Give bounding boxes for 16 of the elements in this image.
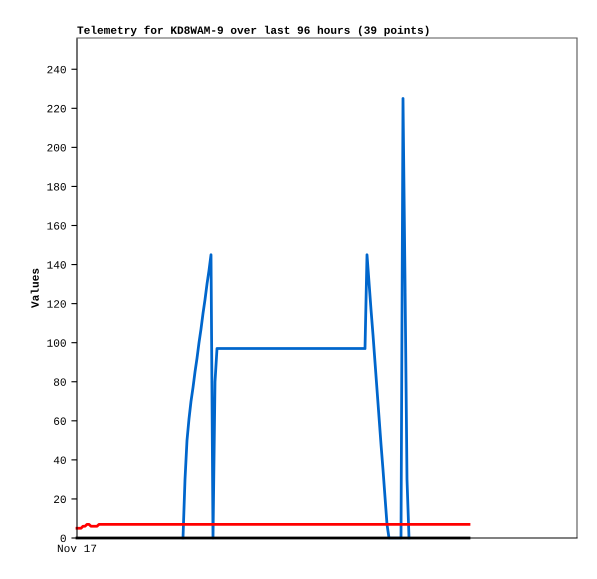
- y-tick-label: 120: [47, 300, 66, 308]
- text: Nov 17: [58, 544, 96, 552]
- y-tick-label: 200: [47, 144, 66, 152]
- chart-title: Telemetry for KD8WAM-9 over last 96 hours (39 points): [77, 26, 429, 36]
- y-tick-label: 180: [47, 183, 66, 191]
- y-tick-label: 60: [54, 417, 66, 425]
- y-tick-label: 0: [60, 534, 66, 542]
- y-tick-label: 20: [54, 496, 66, 504]
- y-axis-title: Values: [30, 268, 39, 308]
- y-tick-label: 80: [54, 378, 66, 386]
- y-tick-label: 160: [47, 222, 66, 230]
- y-tick-label: 100: [47, 339, 66, 347]
- y-tick-label: 140: [47, 261, 66, 269]
- y-tick-label: 220: [47, 104, 66, 112]
- y-tick-label: 40: [54, 456, 66, 464]
- y-tick-label: 240: [47, 66, 66, 74]
